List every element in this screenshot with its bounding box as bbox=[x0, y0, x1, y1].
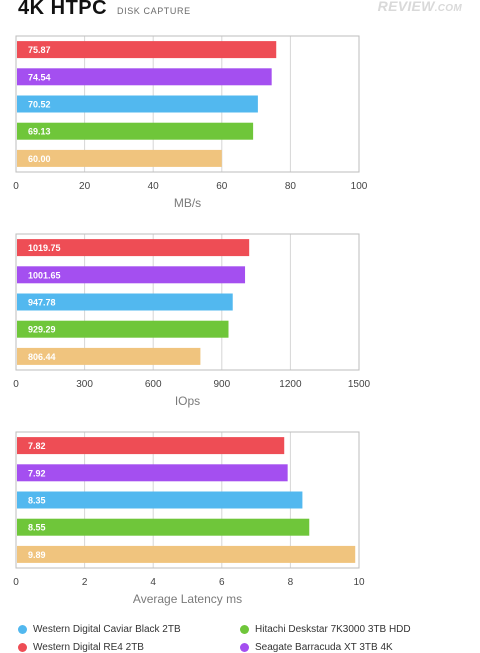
legend-dot-red bbox=[18, 643, 27, 652]
x-tick-label: 1200 bbox=[279, 379, 302, 390]
x-tick-label: 40 bbox=[148, 181, 160, 192]
bar bbox=[17, 95, 258, 113]
x-tick-label: 600 bbox=[145, 379, 162, 390]
x-tick-label: 60 bbox=[216, 181, 228, 192]
legend-item: Seagate Barracuda XT 3TB 4K bbox=[240, 642, 393, 653]
legend-label: Western Digital RE4 2TB bbox=[33, 642, 144, 653]
bar bbox=[17, 41, 277, 59]
x-tick-label: 1500 bbox=[348, 379, 371, 390]
x-tick-label: 0 bbox=[13, 379, 19, 390]
iops-chart: 1019.75 1001.65 947.78 929.29 806.44 0 300 600 9… bbox=[13, 233, 371, 408]
x-tick-label: 80 bbox=[285, 181, 297, 192]
legend-item: Western Digital Caviar Black 2TB bbox=[18, 624, 181, 635]
x-tick-label: 20 bbox=[79, 181, 91, 192]
bar-value-label: 75.87 bbox=[28, 45, 51, 55]
latency-chart: 7.82 7.92 8.35 8.55 9.89 0 2 4 6 8 10 Average Laten… bbox=[13, 431, 365, 606]
bar bbox=[17, 437, 285, 455]
bar bbox=[17, 320, 229, 338]
bar-value-label: 69.13 bbox=[28, 127, 51, 137]
x-tick-label: 6 bbox=[219, 577, 225, 588]
bar bbox=[17, 266, 246, 284]
site-logo: REVIEW.COM bbox=[378, 0, 462, 14]
legend: Western Digital Caviar Black 2TB Hitachi… bbox=[18, 620, 468, 653]
bar-value-label: 929.29 bbox=[28, 325, 56, 335]
bar-value-label: 74.54 bbox=[28, 72, 51, 82]
legend-label: Western Digital Caviar Black 2TB bbox=[33, 624, 181, 635]
x-tick-label: 900 bbox=[213, 379, 230, 390]
x-tick-label: 100 bbox=[351, 181, 368, 192]
legend-dot-blue bbox=[18, 625, 27, 634]
chart-header: 4K HTPC DISK CAPTURE REVIEW.COM bbox=[18, 0, 462, 22]
x-tick-label: 10 bbox=[353, 577, 365, 588]
bar bbox=[17, 518, 310, 536]
bar-value-label: 7.82 bbox=[28, 441, 46, 451]
x-tick-label: 8 bbox=[288, 577, 294, 588]
bar bbox=[17, 347, 201, 365]
bar-value-label: 8.35 bbox=[28, 496, 46, 506]
x-tick-label: 0 bbox=[13, 181, 19, 192]
x-tick-label: 300 bbox=[76, 379, 93, 390]
bar-value-label: 947.78 bbox=[28, 298, 56, 308]
bar-value-label: 70.52 bbox=[28, 100, 51, 110]
bar-value-label: 1001.65 bbox=[28, 270, 61, 280]
bar-value-label: 8.55 bbox=[28, 523, 46, 533]
x-axis-title: IOps bbox=[175, 394, 200, 408]
legend-dot-green bbox=[240, 625, 249, 634]
x-tick-label: 0 bbox=[13, 577, 19, 588]
plot-frame bbox=[15, 233, 360, 371]
legend-item: Hitachi Deskstar 7K3000 3TB HDD bbox=[240, 624, 411, 635]
bar bbox=[17, 545, 356, 563]
bar-value-label: 1019.75 bbox=[28, 243, 61, 253]
bar bbox=[17, 239, 250, 257]
bar bbox=[17, 491, 303, 509]
plot-frame bbox=[15, 35, 360, 173]
bar bbox=[17, 464, 288, 482]
mbps-chart: 75.87 74.54 70.52 69.13 60.00 0 20 40 60 80 100 MB/… bbox=[13, 35, 368, 210]
logo-main: REVIEW bbox=[377, 0, 435, 14]
logo-suffix: .COM bbox=[434, 3, 462, 14]
page-title: 4K HTPC bbox=[18, 0, 108, 19]
bar-value-label: 9.89 bbox=[28, 550, 46, 560]
legend-label: Seagate Barracuda XT 3TB 4K bbox=[255, 642, 393, 653]
bar-value-label: 806.44 bbox=[28, 352, 56, 362]
legend-dot-purple bbox=[240, 643, 249, 652]
legend-item: Western Digital RE4 2TB bbox=[18, 642, 144, 653]
bar-value-label: 60.00 bbox=[28, 154, 51, 164]
x-axis-title: MB/s bbox=[174, 196, 201, 210]
x-tick-label: 4 bbox=[150, 577, 156, 588]
legend-label: Hitachi Deskstar 7K3000 3TB HDD bbox=[255, 624, 411, 635]
bar bbox=[17, 68, 272, 86]
bar-value-label: 7.92 bbox=[28, 468, 46, 478]
bar bbox=[17, 293, 233, 311]
plot-frame bbox=[15, 431, 360, 569]
x-tick-label: 2 bbox=[82, 577, 88, 588]
page-subtitle: DISK CAPTURE bbox=[117, 6, 191, 16]
bar bbox=[17, 149, 222, 167]
x-axis-title: Average Latency ms bbox=[133, 592, 242, 606]
bar bbox=[17, 122, 254, 140]
